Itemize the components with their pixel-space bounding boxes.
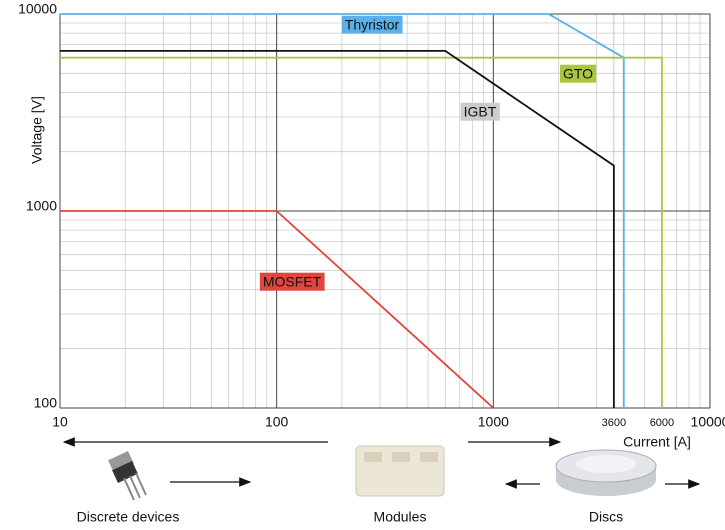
x-tick-label: 100 (265, 414, 289, 430)
x-tick-label: 10000 (691, 414, 725, 430)
y-axis-label: Voltage [V] (29, 96, 45, 164)
x-tick-label: 10 (52, 414, 68, 430)
device-class-label: Discs (589, 509, 623, 525)
y-tick-label: 100 (34, 395, 58, 411)
device-illustrations (64, 442, 699, 500)
transistor-icon (108, 451, 146, 500)
series-label: MOSFET (263, 274, 322, 290)
y-tick-label: 1000 (26, 198, 57, 214)
device-class-label: Discrete devices (77, 509, 180, 525)
series-label: IGBT (464, 104, 497, 120)
module-icon (356, 446, 444, 496)
page: Voltage [V] Current [A] 10100100036 (0, 0, 725, 530)
x-tick-label: 1000 (478, 414, 509, 430)
series-label: Thyristor (345, 17, 400, 33)
y-tick-label: 10000 (18, 1, 57, 17)
x-tick-label: 6000 (650, 417, 674, 429)
chart: Voltage [V] Current [A] 10100100036 (0, 0, 725, 530)
disc-icon (556, 450, 656, 496)
device-class-label: Modules (374, 509, 427, 525)
series-label: GTO (563, 66, 593, 82)
x-axis-label: Current [A] (623, 434, 691, 450)
x-tick-label: 3600 (602, 417, 626, 429)
